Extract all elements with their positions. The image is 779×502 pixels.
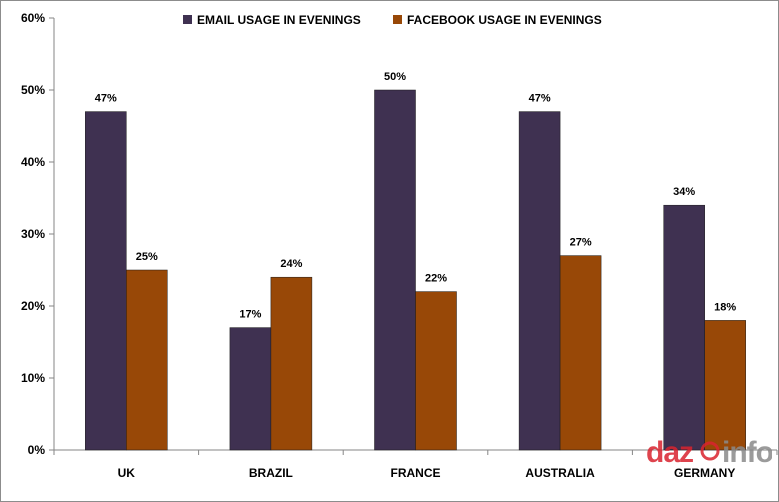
bar [374, 89, 416, 451]
bar [229, 327, 272, 451]
x-tick-label: FRANCE [391, 466, 441, 480]
copyright-icon [700, 441, 720, 461]
data-label: 34% [673, 186, 695, 198]
data-label: 22% [425, 273, 447, 285]
bar [663, 204, 705, 451]
x-tick-label: UK [118, 466, 136, 480]
legend-label: EMAIL USAGE IN EVENINGS [197, 13, 361, 27]
data-label: 25% [136, 251, 158, 263]
legend-swatch [183, 15, 192, 24]
watermark-text-right: info [722, 436, 772, 469]
data-label: 24% [280, 258, 302, 270]
data-label: 50% [384, 71, 406, 83]
y-tick-label: 40% [21, 155, 45, 169]
bar [559, 255, 602, 451]
data-label: 47% [529, 93, 551, 105]
x-tick-label: GERMANY [674, 466, 735, 480]
data-label: 27% [570, 237, 592, 249]
legend-swatch [393, 15, 402, 24]
y-tick-label: 50% [21, 83, 45, 97]
bar [704, 320, 746, 451]
y-tick-label: 0% [28, 443, 46, 457]
watermark-logo: daz info [646, 430, 775, 470]
bar [518, 111, 561, 451]
y-tick-label: 10% [21, 371, 45, 385]
x-tick-label: BRAZIL [249, 466, 293, 480]
x-tick-label: AUSTRALIA [525, 466, 595, 480]
bar [126, 269, 168, 451]
data-label: 18% [714, 301, 736, 313]
y-tick-label: 20% [21, 299, 45, 313]
y-tick-label: 60% [21, 11, 45, 25]
data-label: 17% [239, 309, 261, 321]
legend-label: FACEBOOK USAGE IN EVENINGS [407, 13, 602, 27]
y-tick-label: 30% [21, 227, 45, 241]
data-label: 47% [95, 93, 117, 105]
bar [85, 111, 127, 451]
bar [270, 276, 313, 451]
watermark-text-left: daz [646, 436, 693, 469]
bar [415, 291, 457, 451]
